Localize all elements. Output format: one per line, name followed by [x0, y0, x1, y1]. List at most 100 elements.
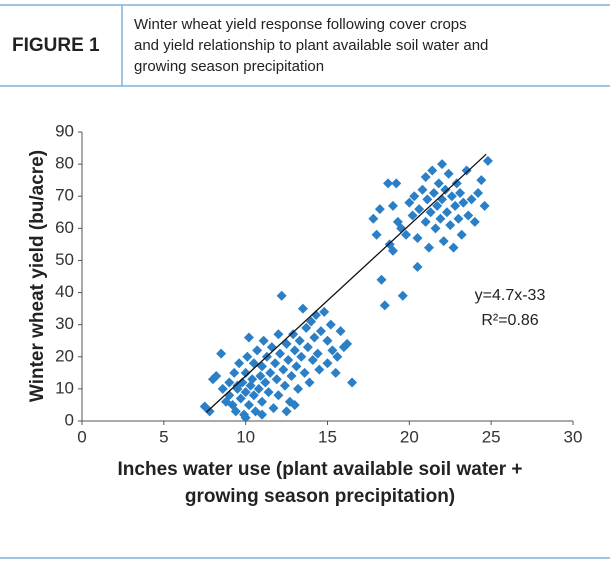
point: [268, 403, 279, 414]
point: [466, 194, 477, 205]
point: [448, 242, 459, 253]
point: [433, 178, 444, 189]
r-squared: R²=0.86: [481, 312, 538, 329]
point: [304, 377, 315, 388]
point: [427, 165, 438, 176]
point: [437, 159, 448, 170]
point: [473, 188, 484, 199]
point: [463, 210, 474, 221]
point: [294, 335, 305, 346]
point: [291, 361, 302, 372]
point: [430, 223, 441, 234]
point: [311, 310, 322, 321]
point: [276, 290, 287, 301]
point: [397, 290, 408, 301]
point: [387, 200, 398, 211]
point: [441, 207, 452, 218]
point: [469, 216, 480, 227]
point: [445, 220, 456, 231]
point: [332, 351, 343, 362]
point: [242, 351, 253, 362]
point: [335, 326, 346, 337]
figure-label: FIGURE 1: [12, 35, 100, 56]
point: [387, 245, 398, 256]
point: [234, 358, 245, 369]
x-tick-label: 0: [77, 427, 86, 446]
point: [243, 399, 254, 410]
point: [383, 178, 394, 189]
point: [257, 409, 268, 420]
point: [306, 316, 317, 327]
point: [461, 165, 472, 176]
x-tick-label: 10: [236, 427, 255, 446]
y-tick-label: 80: [55, 154, 74, 173]
point: [293, 383, 304, 394]
equation: y=4.7x-33: [475, 287, 546, 304]
trendline: [205, 153, 487, 413]
point: [414, 204, 425, 215]
point: [247, 374, 258, 385]
point: [443, 168, 454, 179]
point: [258, 335, 269, 346]
point: [281, 338, 292, 349]
point: [216, 348, 227, 359]
y-tick-label: 40: [55, 282, 74, 301]
point: [301, 322, 312, 333]
point: [435, 213, 446, 224]
point: [286, 371, 297, 382]
point: [417, 184, 428, 195]
point: [255, 371, 266, 382]
point: [412, 232, 423, 243]
point: [283, 354, 294, 365]
point: [271, 374, 282, 385]
point: [248, 390, 259, 401]
point: [270, 358, 281, 369]
point: [476, 175, 487, 186]
point: [229, 367, 240, 378]
y-axis-label: Winter wheat yield (bu/acre): [27, 150, 48, 402]
x-tick-label: 30: [564, 427, 583, 446]
point: [455, 188, 466, 199]
point: [240, 412, 251, 423]
point: [428, 188, 439, 199]
point: [420, 216, 431, 227]
y-tick-label: 60: [55, 218, 74, 237]
point: [257, 396, 268, 407]
point: [425, 207, 436, 218]
point: [296, 351, 307, 362]
x-axis-label: growing season precipitation): [185, 486, 455, 507]
point: [312, 348, 323, 359]
point: [482, 155, 493, 166]
point: [347, 377, 358, 388]
point: [230, 406, 241, 417]
y-tick-label: 70: [55, 186, 74, 205]
point: [265, 367, 276, 378]
point: [453, 213, 464, 224]
point: [235, 393, 246, 404]
point: [232, 380, 243, 391]
point: [289, 345, 300, 356]
point: [266, 342, 277, 353]
point: [407, 210, 418, 221]
point: [379, 300, 390, 311]
x-tick-label: 20: [400, 427, 419, 446]
point: [252, 345, 263, 356]
point: [412, 261, 423, 272]
point: [319, 306, 330, 317]
point: [401, 229, 412, 240]
point: [327, 345, 338, 356]
x-tick-label: 25: [482, 427, 501, 446]
point: [446, 191, 457, 202]
point: [243, 332, 254, 343]
point: [432, 200, 443, 211]
point: [279, 380, 290, 391]
point: [288, 329, 299, 340]
point: [479, 200, 490, 211]
point: [253, 383, 264, 394]
point: [423, 242, 434, 253]
y-tick-label: 90: [55, 121, 74, 140]
point: [278, 364, 289, 375]
x-axis-label: Inches water use (plant available soil w…: [118, 459, 523, 480]
point: [404, 197, 415, 208]
